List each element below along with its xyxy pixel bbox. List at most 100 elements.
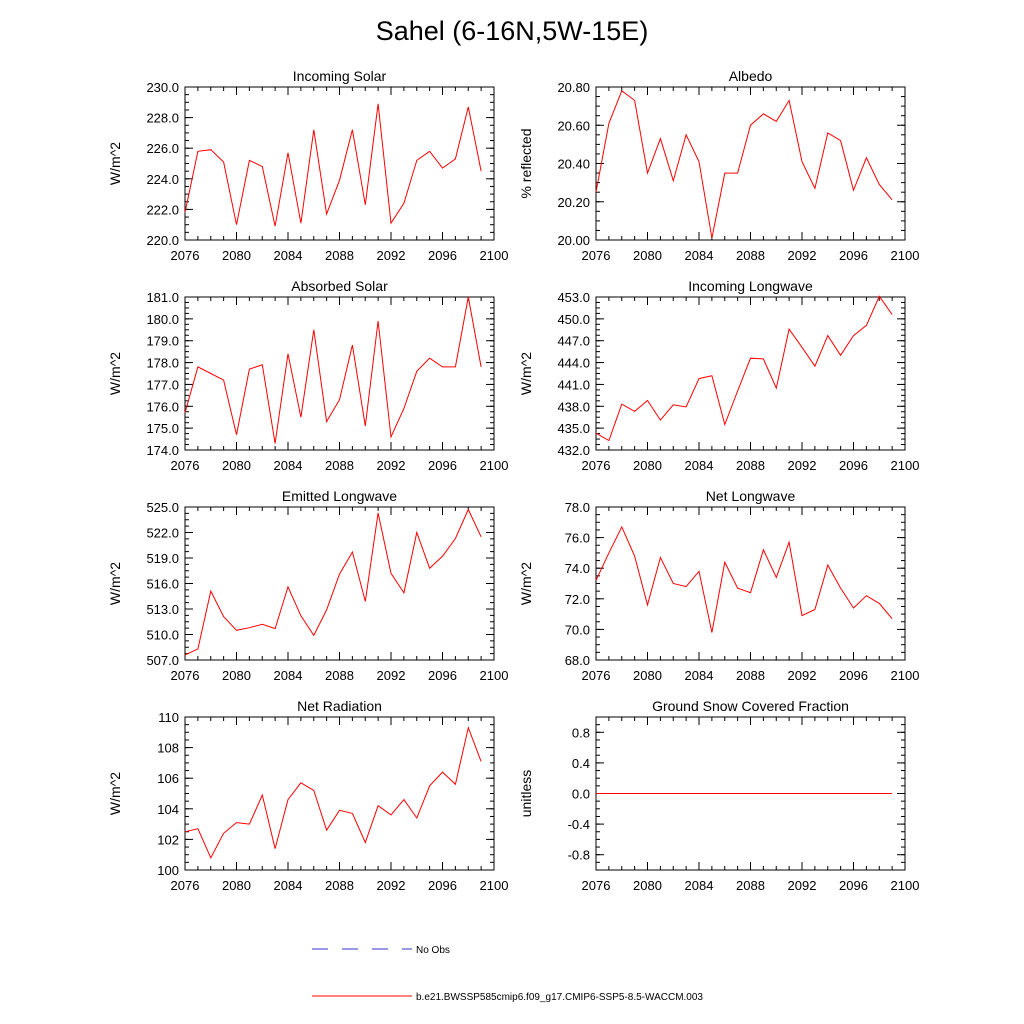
x-tick-label: 2076 [171, 458, 200, 473]
y-tick-label: 0.0 [572, 787, 590, 802]
x-tick-label: 2100 [891, 248, 920, 263]
y-tick-label: 20.00 [557, 233, 590, 248]
x-tick-label: 2084 [685, 458, 714, 473]
y-tick-label: 104 [157, 802, 179, 817]
plot-frame [595, 86, 906, 241]
y-tick-label: 174.0 [146, 443, 179, 458]
y-tick-label: 222.0 [146, 202, 179, 217]
legend: No Obs b.e21.BWSSP585cmip6.f09_g17.CMIP6… [312, 945, 703, 1003]
panel-2: Albedo % reflected 2076 2080 2084 2088 2092 209… [518, 68, 919, 263]
x-tick-label: 2088 [736, 458, 765, 473]
y-axis-label: W/m^2 [518, 562, 534, 605]
y-tick-label: 100 [157, 863, 179, 878]
x-tick-label: 2100 [891, 668, 920, 683]
x-tick-label: 2076 [171, 878, 200, 893]
x-tick-label: 2100 [891, 878, 920, 893]
panels: Incoming Solar W/m^2 2076 2080 2084 2088 2092 2… [107, 68, 919, 893]
y-tick-label: 522.0 [146, 526, 179, 541]
x-tick-label: 2084 [685, 668, 714, 683]
y-tick-label: 108 [157, 741, 179, 756]
y-tick-label: 435.0 [557, 421, 590, 436]
panel-title: Absorbed Solar [291, 278, 388, 294]
plot-frame [184, 296, 495, 451]
y-tick-label: -0.4 [568, 817, 590, 832]
panel-6: Net Longwave W/m^2 2076 2080 2084 2088 2092 209… [518, 488, 919, 683]
x-tick-label: 2100 [480, 668, 509, 683]
y-tick-label: 181.0 [146, 290, 179, 305]
series-line [184, 725, 482, 859]
y-axis-label: W/m^2 [107, 562, 123, 605]
y-tick-label: 453.0 [557, 290, 590, 305]
y-tick-label: 519.0 [146, 551, 179, 566]
y-tick-label: 226.0 [146, 141, 179, 156]
y-tick-label: 102 [157, 832, 179, 847]
y-tick-label: 228.0 [146, 111, 179, 126]
x-tick-label: 2088 [736, 248, 765, 263]
y-tick-label: 444.0 [557, 356, 590, 371]
x-tick-label: 2100 [891, 458, 920, 473]
y-tick-label: 20.60 [557, 118, 590, 133]
y-tick-label: 516.0 [146, 577, 179, 592]
x-tick-label: 2100 [480, 248, 509, 263]
plot-frame [184, 86, 495, 241]
series-line [595, 295, 893, 442]
y-tick-label: 70.0 [565, 622, 590, 637]
x-tick-label: 2100 [480, 458, 509, 473]
y-tick-label: 177.0 [146, 377, 179, 392]
x-tick-label: 2100 [480, 878, 509, 893]
y-tick-label: 76.0 [565, 531, 590, 546]
x-tick-label: 2076 [171, 248, 200, 263]
x-tick-label: 2080 [222, 668, 251, 683]
y-tick-label: 175.0 [146, 421, 179, 436]
series-line [595, 525, 893, 633]
legend-model-label: b.e21.BWSSP585cmip6.f09_g17.CMIP6-SSP5-8… [416, 992, 703, 1003]
x-tick-label: 2092 [788, 458, 817, 473]
panel-title: Incoming Solar [293, 68, 387, 84]
x-tick-label: 2092 [377, 248, 406, 263]
y-axis-label: W/m^2 [107, 142, 123, 185]
x-tick-label: 2084 [274, 668, 303, 683]
x-tick-label: 2080 [633, 668, 662, 683]
panel-8: Ground Snow Covered Fraction unitless 2076… [518, 698, 919, 893]
x-tick-label: 2096 [839, 458, 868, 473]
y-axis-label: W/m^2 [518, 352, 534, 395]
x-tick-label: 2092 [788, 248, 817, 263]
panel-title: Ground Snow Covered Fraction [652, 698, 849, 714]
x-tick-label: 2080 [222, 458, 251, 473]
x-tick-label: 2088 [736, 668, 765, 683]
y-tick-label: -0.8 [568, 848, 590, 863]
panel-5: Emitted Longwave W/m^2 2076 2080 2084 2088 209… [107, 488, 508, 683]
x-tick-label: 2080 [222, 878, 251, 893]
x-tick-label: 2080 [222, 248, 251, 263]
y-tick-label: 224.0 [146, 172, 179, 187]
y-tick-label: 525.0 [146, 500, 179, 515]
x-tick-label: 2084 [274, 878, 303, 893]
y-tick-label: 179.0 [146, 334, 179, 349]
x-tick-label: 2088 [325, 668, 354, 683]
series-line [184, 296, 482, 444]
y-tick-label: 0.4 [572, 756, 590, 771]
x-tick-label: 2096 [428, 878, 457, 893]
x-tick-label: 2084 [274, 248, 303, 263]
x-tick-label: 2080 [633, 248, 662, 263]
y-tick-label: 72.0 [565, 592, 590, 607]
panel-title: Net Radiation [297, 698, 382, 714]
panel-4: Incoming Longwave W/m^2 2076 2080 2084 2088 20… [518, 278, 919, 473]
y-tick-label: 110 [158, 710, 179, 725]
x-tick-label: 2096 [428, 458, 457, 473]
panel-title: Incoming Longwave [688, 278, 813, 294]
panel-7: Net Radiation W/m^2 2076 2080 2084 2088 2092 20… [107, 698, 508, 893]
y-tick-label: 438.0 [557, 399, 590, 414]
y-tick-label: 106 [157, 771, 179, 786]
y-tick-label: 20.20 [557, 195, 590, 210]
x-tick-label: 2096 [839, 248, 868, 263]
panel-3: Absorbed Solar W/m^2 2076 2080 2084 2088 2092 2… [107, 278, 508, 473]
x-tick-label: 2088 [325, 458, 354, 473]
plot-frame [184, 506, 495, 661]
y-tick-label: 20.80 [557, 80, 590, 95]
x-tick-label: 2092 [788, 668, 817, 683]
x-tick-label: 2080 [633, 878, 662, 893]
x-tick-label: 2096 [839, 878, 868, 893]
legend-obs-label: No Obs [416, 945, 450, 956]
y-tick-label: 74.0 [565, 561, 590, 576]
